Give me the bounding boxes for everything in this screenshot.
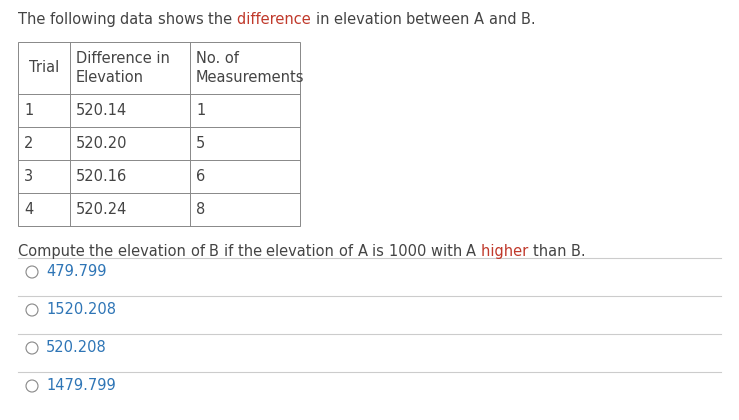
Text: difference: difference <box>237 12 316 27</box>
Text: 1479.799: 1479.799 <box>46 378 116 394</box>
Text: is: is <box>372 244 389 259</box>
Text: and: and <box>489 12 521 27</box>
Text: 8: 8 <box>196 202 205 217</box>
Text: A: A <box>358 244 372 259</box>
Text: elevation: elevation <box>118 244 191 259</box>
Text: following: following <box>50 12 120 27</box>
Text: higher: higher <box>481 244 533 259</box>
Text: Compute: Compute <box>18 244 89 259</box>
Text: The: The <box>18 12 50 27</box>
Text: 520.208: 520.208 <box>46 341 106 355</box>
Text: data: data <box>120 12 158 27</box>
Text: of: of <box>339 244 358 259</box>
Text: the: the <box>89 244 118 259</box>
Text: A: A <box>474 12 489 27</box>
Text: 1: 1 <box>196 103 205 118</box>
Text: 6: 6 <box>196 169 205 184</box>
Text: 479.799: 479.799 <box>46 265 106 279</box>
Text: 2: 2 <box>24 136 33 151</box>
Text: elevation: elevation <box>266 244 339 259</box>
Text: in: in <box>316 12 334 27</box>
Text: Trial: Trial <box>29 60 59 76</box>
Text: 520.20: 520.20 <box>76 136 128 151</box>
Text: B.: B. <box>571 244 590 259</box>
Text: 1: 1 <box>24 103 33 118</box>
Text: B: B <box>209 244 224 259</box>
Text: elevation: elevation <box>334 12 406 27</box>
Text: than: than <box>533 244 571 259</box>
Text: 520.14: 520.14 <box>76 103 127 118</box>
Text: No. of
Measurements: No. of Measurements <box>196 51 304 85</box>
Text: 1000: 1000 <box>389 244 431 259</box>
Text: Difference in
Elevation: Difference in Elevation <box>76 51 170 85</box>
Text: between: between <box>406 12 474 27</box>
Text: 5: 5 <box>196 136 205 151</box>
Text: shows: shows <box>158 12 208 27</box>
Text: the: the <box>208 12 237 27</box>
Text: 4: 4 <box>24 202 33 217</box>
Text: 3: 3 <box>24 169 33 184</box>
Text: 520.24: 520.24 <box>76 202 127 217</box>
Text: the: the <box>238 244 266 259</box>
Text: if: if <box>224 244 238 259</box>
Text: A: A <box>466 244 481 259</box>
Text: with: with <box>431 244 466 259</box>
Text: 520.16: 520.16 <box>76 169 127 184</box>
Bar <box>18 42 300 226</box>
Text: 1520.208: 1520.208 <box>46 302 116 318</box>
Text: B.: B. <box>521 12 540 27</box>
Text: of: of <box>191 244 209 259</box>
